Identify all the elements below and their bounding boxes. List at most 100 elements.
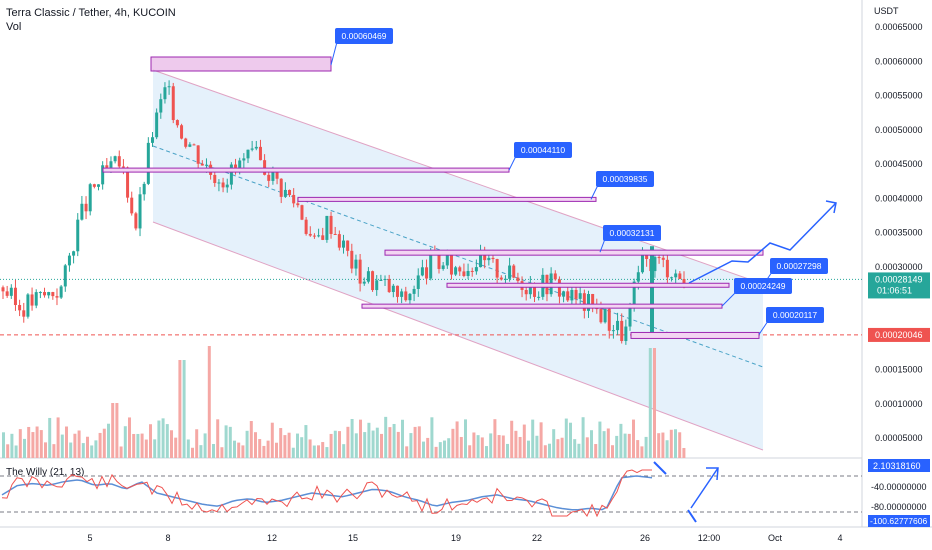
candle-body bbox=[34, 292, 38, 306]
volume-bar bbox=[203, 433, 207, 458]
volume-bar bbox=[476, 435, 480, 458]
volume-bar bbox=[308, 439, 312, 458]
volume-bar bbox=[249, 421, 253, 458]
candle-body bbox=[570, 289, 574, 301]
candle-body bbox=[38, 292, 42, 294]
volume-bar bbox=[254, 432, 257, 458]
candle-body bbox=[59, 286, 63, 298]
volume-bar bbox=[161, 418, 165, 458]
annotation-label: 0.00024249 bbox=[741, 281, 786, 291]
candle-body bbox=[524, 289, 528, 295]
candle-body bbox=[420, 267, 424, 276]
candle-body bbox=[134, 213, 138, 229]
volume-bar bbox=[338, 431, 341, 458]
annotation-label-box bbox=[770, 258, 828, 274]
volume-bar bbox=[195, 429, 199, 458]
time-tick: Oct bbox=[768, 533, 783, 543]
candle-body bbox=[101, 165, 105, 185]
candle-body bbox=[437, 251, 441, 269]
volume-bar bbox=[102, 428, 106, 458]
volume-bar bbox=[2, 432, 5, 458]
candle-body bbox=[225, 184, 229, 188]
candle-body bbox=[180, 125, 184, 139]
volume-bar bbox=[501, 435, 505, 458]
volume-bar bbox=[65, 426, 68, 458]
candle-body bbox=[449, 255, 453, 275]
candle-body bbox=[171, 86, 175, 121]
candle-body bbox=[283, 189, 287, 197]
candle-body bbox=[620, 320, 624, 342]
volume-bar bbox=[56, 417, 60, 458]
candle-body bbox=[441, 265, 445, 269]
volume-bar bbox=[73, 433, 77, 458]
candle-body bbox=[383, 279, 387, 281]
candle-body bbox=[512, 265, 516, 278]
volume-bar bbox=[422, 441, 425, 458]
candle-body bbox=[234, 164, 238, 168]
annotation-label-box bbox=[603, 225, 661, 241]
volume-bar bbox=[380, 433, 383, 458]
channel-lower-line bbox=[152, 221, 764, 451]
candle-body bbox=[462, 271, 466, 276]
candle-body bbox=[395, 285, 399, 297]
volume-bar bbox=[657, 433, 661, 458]
candle-body bbox=[603, 308, 607, 323]
volume-bar bbox=[39, 430, 43, 458]
candle-body bbox=[342, 240, 345, 248]
candle-body bbox=[67, 255, 71, 266]
candle-body bbox=[653, 257, 657, 272]
candle-body bbox=[674, 273, 678, 278]
volume-bar bbox=[216, 419, 220, 458]
candle-body bbox=[175, 120, 179, 126]
volume-bar bbox=[207, 346, 211, 458]
annotation-leader bbox=[590, 184, 599, 200]
volume-bar bbox=[518, 436, 522, 458]
candle-body bbox=[657, 257, 661, 259]
candle-body bbox=[495, 259, 499, 278]
candle-body bbox=[391, 285, 395, 293]
volume-bar bbox=[564, 418, 568, 458]
willy-signal-line bbox=[1, 475, 653, 511]
volume-bar bbox=[388, 427, 392, 458]
bar-countdown: 01:06:51 bbox=[877, 285, 912, 295]
candle-body bbox=[72, 251, 76, 256]
candle-body bbox=[591, 293, 595, 305]
volume-bar bbox=[170, 430, 173, 458]
volume-bar bbox=[241, 445, 245, 458]
volume-bar bbox=[266, 440, 270, 458]
willy-min-tag bbox=[868, 515, 930, 527]
candle-body bbox=[196, 145, 200, 164]
volume-bar bbox=[552, 429, 556, 458]
volume-bar bbox=[287, 432, 291, 458]
volume-bar bbox=[279, 428, 283, 458]
volume-bar bbox=[560, 437, 564, 458]
candle-body bbox=[645, 254, 649, 259]
volume-bar bbox=[186, 439, 190, 458]
volume-bar bbox=[506, 443, 509, 458]
volume-bar bbox=[409, 433, 413, 458]
candle-body bbox=[483, 251, 487, 261]
volume-bar bbox=[27, 426, 31, 458]
candle-body bbox=[267, 174, 271, 181]
candle-body bbox=[425, 267, 429, 279]
willy-tick: -40.00000000 bbox=[871, 482, 927, 492]
volume-bar bbox=[653, 348, 656, 458]
volume-bar bbox=[174, 437, 178, 458]
annotation-label: 0.00044110 bbox=[521, 145, 566, 155]
volume-bar bbox=[136, 433, 140, 458]
annotation-label: 0.00027298 bbox=[777, 261, 822, 271]
volume-bar bbox=[128, 417, 131, 458]
volume-bar bbox=[52, 444, 56, 458]
candle-body bbox=[458, 267, 462, 272]
candle-body bbox=[92, 184, 96, 187]
volume-bar bbox=[275, 442, 278, 458]
candle-body bbox=[624, 326, 628, 342]
time-tick: 4 bbox=[837, 533, 842, 543]
volume-bar bbox=[640, 446, 644, 458]
volume-bar bbox=[569, 422, 572, 458]
candle-body bbox=[47, 292, 51, 296]
candle-body bbox=[508, 265, 512, 279]
volume-bar bbox=[443, 440, 446, 458]
volume-bar bbox=[199, 445, 203, 458]
